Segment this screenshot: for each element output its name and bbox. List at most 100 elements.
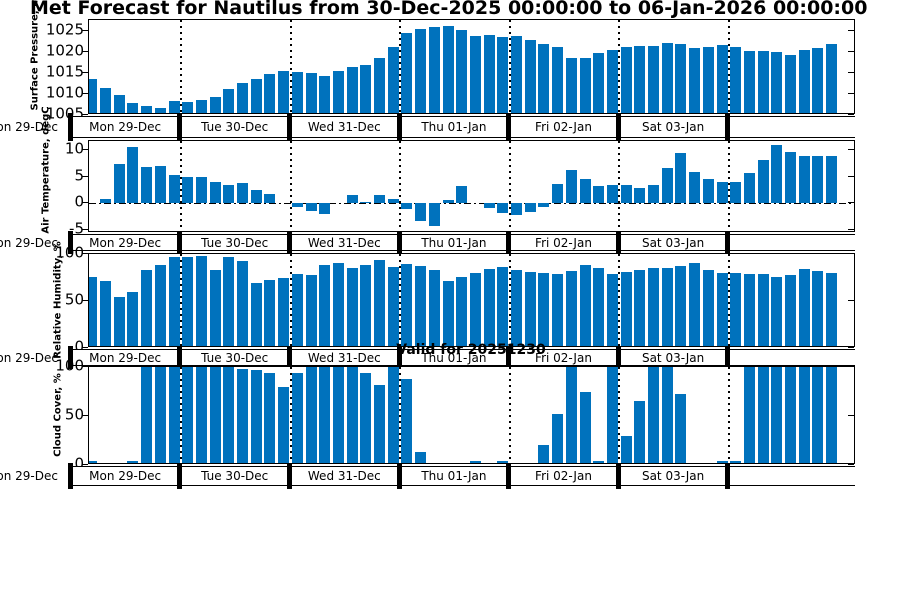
bar bbox=[552, 414, 564, 463]
bar bbox=[415, 203, 427, 221]
humidity-axis-label: Relative Humidity, % bbox=[52, 241, 64, 359]
bar bbox=[360, 265, 372, 346]
bar bbox=[223, 256, 235, 346]
bar bbox=[826, 155, 838, 203]
bar bbox=[620, 46, 632, 113]
bar bbox=[428, 203, 440, 226]
bar bbox=[785, 151, 796, 203]
bar bbox=[593, 52, 605, 113]
bar bbox=[387, 367, 399, 463]
bar bbox=[100, 88, 111, 113]
bar bbox=[100, 281, 111, 346]
day-separator bbox=[396, 346, 402, 369]
bar bbox=[100, 199, 111, 203]
bar bbox=[250, 369, 262, 463]
bar bbox=[661, 43, 673, 113]
bar bbox=[785, 367, 796, 463]
y-tick-mark-left bbox=[82, 253, 88, 254]
day-separator bbox=[396, 463, 402, 489]
bar bbox=[168, 101, 180, 113]
day-boundary-dotted-line bbox=[399, 20, 402, 113]
bar bbox=[154, 165, 166, 203]
bar bbox=[689, 263, 701, 346]
bar bbox=[223, 184, 235, 203]
y-tick-label: 1025 bbox=[45, 20, 84, 39]
timeline-box bbox=[70, 466, 855, 486]
day-label-clipped: Mon 29-Dec bbox=[0, 235, 58, 250]
bar bbox=[264, 372, 276, 463]
y-tick-mark-left bbox=[82, 202, 88, 203]
bar bbox=[237, 183, 249, 203]
bar bbox=[89, 276, 98, 346]
bar bbox=[634, 270, 646, 346]
bar bbox=[456, 185, 468, 203]
bar bbox=[606, 185, 618, 203]
bar bbox=[716, 44, 728, 113]
day-label-clipped: Mon 29-Dec bbox=[0, 469, 58, 483]
bar bbox=[141, 367, 153, 463]
bar bbox=[661, 168, 673, 203]
y-tick-mark-left bbox=[82, 300, 88, 301]
day-boundary-dotted-line bbox=[399, 367, 402, 463]
bar bbox=[648, 268, 659, 346]
bar bbox=[374, 194, 386, 203]
humidity-timeline-strip: Mon 29-Dec Mon 29-Dec Tue 30-Dec Wed 31-Dec… bbox=[0, 346, 900, 369]
bar bbox=[661, 268, 673, 346]
day-label: Wed 31-Dec bbox=[307, 469, 381, 483]
y-tick-mark-right bbox=[848, 29, 854, 31]
bar bbox=[771, 276, 783, 346]
bar bbox=[469, 461, 481, 463]
bar bbox=[483, 269, 495, 346]
bar bbox=[360, 372, 372, 463]
bar bbox=[346, 66, 358, 113]
y-tick-label: 0 bbox=[74, 454, 84, 473]
bar bbox=[429, 463, 440, 464]
bar bbox=[360, 201, 372, 203]
day-boundary-dotted-line bbox=[727, 141, 730, 231]
bar bbox=[291, 372, 303, 463]
bar bbox=[771, 51, 783, 113]
day-separator bbox=[615, 346, 621, 369]
bar bbox=[346, 268, 358, 346]
day-label: Sat 03-Jan bbox=[641, 469, 705, 483]
bar bbox=[565, 270, 577, 346]
day-separator bbox=[725, 113, 731, 141]
bar bbox=[702, 270, 714, 346]
bar bbox=[552, 273, 564, 346]
bar bbox=[469, 36, 481, 113]
y-tick-mark-right bbox=[848, 92, 854, 94]
day-label: Fri 02-Jan bbox=[535, 120, 592, 134]
bar bbox=[579, 391, 591, 463]
figure-title: Met Forecast for Nautilus from 30-Dec-20… bbox=[30, 0, 868, 19]
y-tick-label: 50 bbox=[64, 290, 84, 309]
bar bbox=[675, 152, 687, 203]
day-separator bbox=[287, 113, 292, 141]
bar bbox=[141, 270, 153, 346]
y-tick-label: 1010 bbox=[45, 83, 84, 102]
bar bbox=[483, 203, 495, 208]
bar bbox=[497, 203, 509, 213]
day-boundary-dotted-line bbox=[179, 141, 182, 231]
bar bbox=[606, 273, 618, 346]
bar bbox=[798, 367, 810, 463]
bar bbox=[319, 203, 331, 214]
bar bbox=[401, 203, 413, 210]
y-tick-mark-right bbox=[848, 175, 854, 177]
bar bbox=[511, 463, 522, 464]
day-separator bbox=[396, 113, 402, 141]
day-separator bbox=[725, 231, 731, 254]
bar bbox=[374, 259, 386, 346]
bar bbox=[579, 179, 591, 203]
bar bbox=[127, 461, 139, 463]
bar bbox=[182, 256, 194, 346]
bar bbox=[209, 96, 221, 113]
day-boundary-dotted-line bbox=[508, 254, 511, 346]
bar bbox=[113, 94, 125, 113]
bar bbox=[648, 367, 659, 463]
bar bbox=[524, 203, 536, 212]
day-label: Tue 30-Dec bbox=[201, 235, 269, 250]
bar bbox=[702, 46, 714, 113]
bar bbox=[387, 267, 399, 346]
bar bbox=[511, 36, 522, 113]
bar bbox=[484, 463, 495, 464]
